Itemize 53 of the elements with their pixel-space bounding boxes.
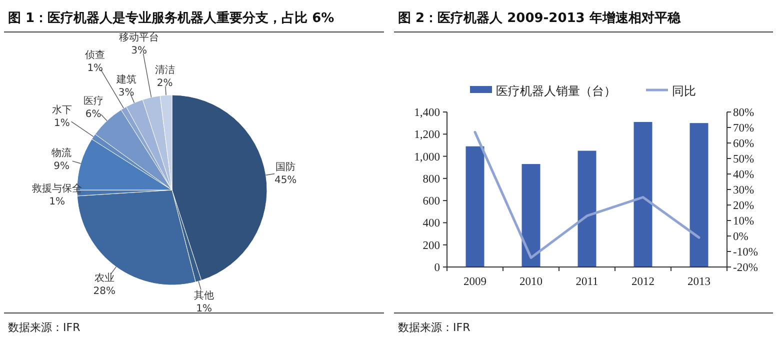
slice-label: 其他 [194,289,214,302]
y-tick-label: 800 [422,173,440,186]
source-note: 数据来源：IFR [398,321,471,334]
y2-tick-label: 70% [733,122,754,134]
slice-label: 侦查 [85,49,106,62]
legend-label: 同比 [672,84,696,98]
y-tick-label: 600 [422,196,440,208]
y2-tick-label: -10% [733,246,758,258]
data-label: 2% [156,78,173,90]
y2-tick-label: 40% [733,169,754,181]
data-label: 1% [49,196,65,208]
y-tick-label: 400 [422,218,440,230]
slice-label: 农业 [94,272,114,284]
source-note: 数据来源：IFR [8,321,81,334]
slice-label: 水下 [52,104,72,116]
data-label: 45% [274,175,297,186]
data-label: 1% [196,303,212,314]
y2-tick-label: 80% [733,107,754,119]
slice-label: 物流 [52,146,72,159]
slice-label: 建筑 [115,73,136,86]
data-label: 3% [118,87,134,98]
x-tick-label: 2009 [464,276,487,288]
x-tick-label: 2011 [576,276,599,288]
data-label: 1% [54,118,70,130]
legend-label: 医疗机器人销量（台） [496,84,616,98]
y2-tick-label: 50% [733,154,754,166]
y2-tick-label: 30% [733,184,754,196]
data-label: 28% [93,286,116,298]
x-tick-label: 2013 [688,276,711,288]
y-tick-label: 200 [422,240,440,252]
y-tick-label: 1,200 [414,129,440,142]
y2-tick-label: 20% [733,200,754,212]
y-tick-label: 0 [434,262,440,274]
y2-tick-label: -20% [733,262,758,274]
chart-title: 图 1：医疗机器人是专业服务机器人重要分支，占比 6% [8,10,334,26]
y2-tick-label: 10% [733,216,754,228]
x-tick-label: 2012 [632,276,655,288]
y2-tick-label: 0% [733,231,749,243]
data-label: 6% [85,109,102,120]
data-label: 3% [131,46,147,57]
data-label: 1% [87,63,104,74]
y-tick-label: 1,000 [414,151,440,164]
slice-label: 移动平台 [119,32,160,44]
slice-label: 医疗 [83,95,104,108]
x-tick-label: 2010 [520,276,543,288]
slice-label: 国防 [276,161,296,174]
chart-title: 图 2：医疗机器人 2009-2013 年增速相对平稳 [398,10,682,26]
line-series [474,130,700,259]
data-label: 9% [54,160,70,172]
slice-label: 救援与保全 [31,182,82,195]
slice-label: 清洁 [154,64,175,76]
y2-tick-label: 60% [733,138,754,150]
y-tick-label: 1,400 [414,107,440,119]
